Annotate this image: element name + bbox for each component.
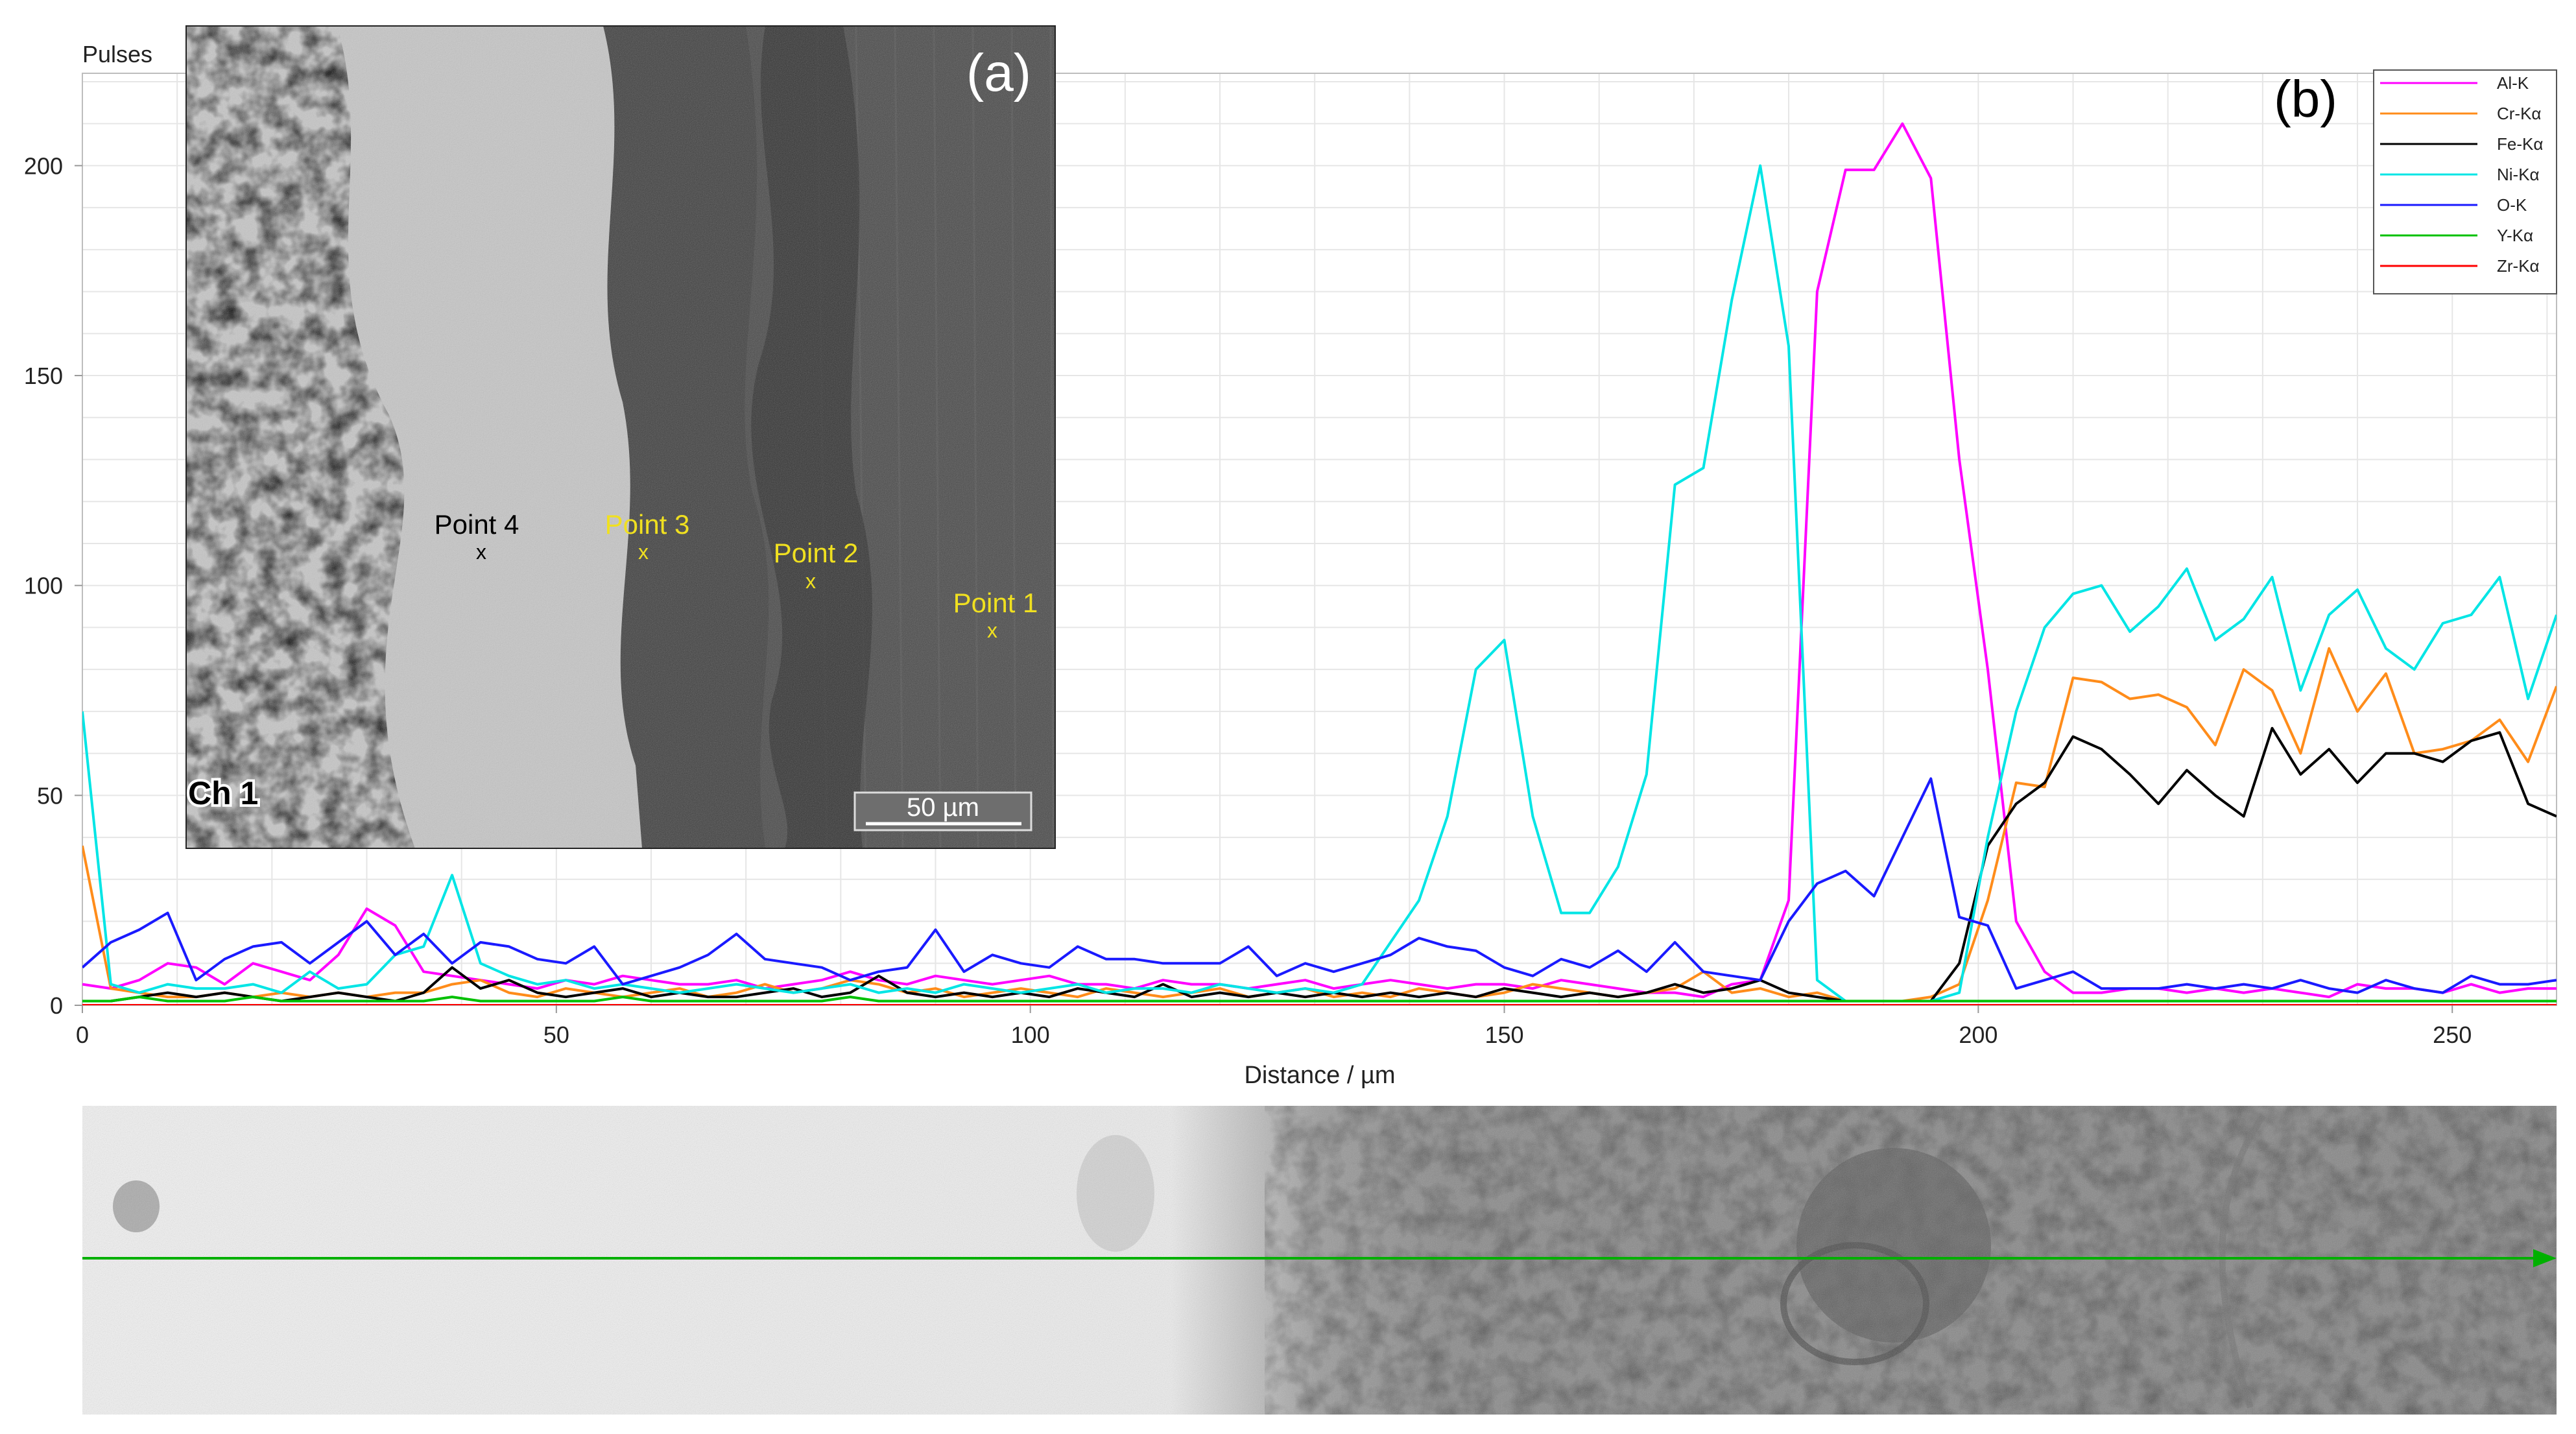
point-1-label: Point 1 bbox=[953, 588, 1038, 618]
scale-bar: 50 µm bbox=[853, 791, 1032, 831]
legend-label: O-K bbox=[2497, 195, 2527, 215]
x-tick-label: 100 bbox=[1011, 1022, 1050, 1048]
scale-bar-label: 50 µm bbox=[907, 793, 979, 822]
sem-micrograph-inset bbox=[186, 26, 1055, 848]
point-3-marker: x bbox=[638, 540, 649, 564]
x-tick-label: 250 bbox=[2433, 1022, 2472, 1048]
channel-label: Ch 1 bbox=[188, 775, 258, 811]
point-2-marker: x bbox=[805, 569, 816, 593]
point-4: Point 4 x bbox=[435, 509, 519, 564]
scan-direction-arrow bbox=[2533, 1249, 2557, 1267]
point-4-label: Point 4 bbox=[435, 509, 519, 540]
x-tick-label: 0 bbox=[76, 1022, 89, 1048]
legend-label: Fe-Kα bbox=[2497, 134, 2543, 154]
point-1-marker: x bbox=[987, 619, 997, 642]
point-2: Point 2 x bbox=[774, 538, 859, 593]
legend-label: Zr-Kα bbox=[2497, 256, 2540, 276]
panel-label-b: (b) bbox=[2274, 70, 2337, 128]
point-3-label: Point 3 bbox=[605, 509, 690, 540]
series-line-y-k- bbox=[82, 996, 2557, 1003]
series-lines bbox=[82, 122, 2557, 1005]
y-tick-label: 100 bbox=[24, 573, 63, 599]
point-4-marker: x bbox=[476, 540, 486, 564]
legend: Al-K Cr-Kα Fe-Kα Ni-Kα O-K Y-Kα Zr-Kα bbox=[2373, 69, 2557, 294]
panel-label-a: (a) bbox=[966, 43, 1031, 102]
series-line-o-k bbox=[82, 777, 2557, 994]
legend-label: Al-K bbox=[2497, 73, 2529, 93]
legend-label: Ni-Kα bbox=[2497, 165, 2540, 184]
inset-border bbox=[185, 25, 1056, 849]
point-2-label: Point 2 bbox=[774, 538, 859, 568]
x-tick-label: 150 bbox=[1485, 1022, 1523, 1048]
y-tick-label: 50 bbox=[37, 782, 63, 809]
point-1: Point 1 x bbox=[953, 588, 1038, 642]
x-axis-label: Distance / µm bbox=[1244, 1062, 1395, 1089]
series-line-fe-k- bbox=[82, 726, 2557, 1003]
linescan-strip bbox=[82, 1106, 2557, 1415]
y-tick-label: 0 bbox=[50, 992, 63, 1019]
series-line-ni-k- bbox=[82, 164, 2557, 1003]
x-tick-label: 200 bbox=[1959, 1022, 1998, 1048]
y-axis-label: Pulses bbox=[82, 41, 152, 67]
legend-label: Cr-Kα bbox=[2497, 104, 2541, 123]
y-tick-label: 150 bbox=[24, 363, 63, 389]
x-tick-label: 50 bbox=[543, 1022, 569, 1048]
axis-ticks: 0 50 100 150 200 0 50 100 150 200 250 bbox=[24, 152, 2472, 1048]
point-3: Point 3 x bbox=[605, 509, 690, 564]
y-tick-label: 200 bbox=[24, 152, 63, 179]
legend-label: Y-Kα bbox=[2497, 226, 2533, 245]
series-line-cr-k- bbox=[82, 647, 2557, 1003]
